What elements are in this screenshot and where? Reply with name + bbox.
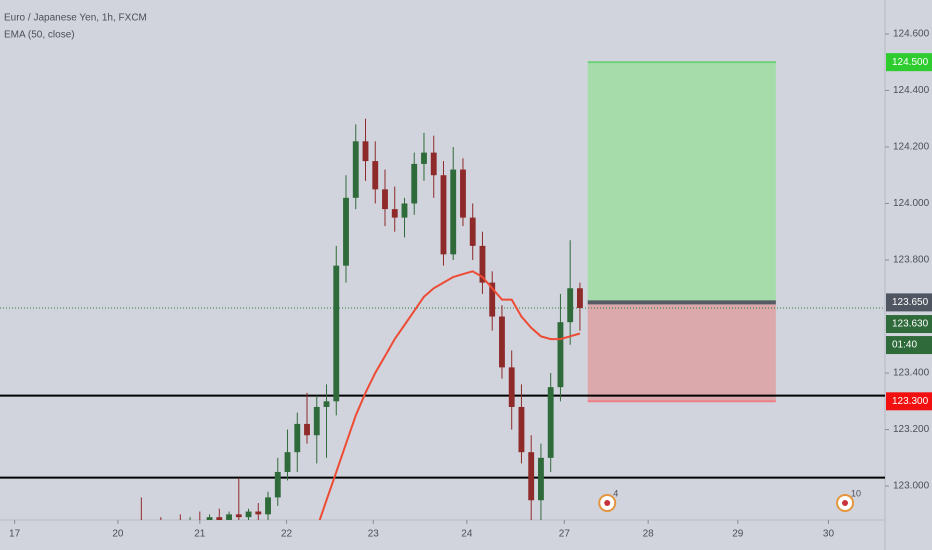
candle-body: [479, 245, 486, 283]
candle-body: [577, 288, 583, 309]
candle-body: [265, 497, 271, 515]
profit-zone: [587, 62, 776, 303]
countdown-label-box: [886, 336, 932, 355]
candle-body: [440, 175, 447, 255]
candle-body: [216, 517, 223, 520]
x-tick-label: 29: [732, 529, 744, 540]
x-tick-label: 22: [281, 529, 293, 540]
x-tick-label: 28: [643, 529, 655, 540]
candle-body: [382, 189, 388, 210]
x-tick-label: 21: [194, 529, 206, 540]
candle-body: [450, 169, 457, 255]
x-tick-label: 17: [9, 529, 21, 540]
candle-body: [499, 316, 505, 368]
event-count: 4: [613, 488, 618, 498]
stop-price-label-box: [886, 392, 932, 411]
candle-body: [206, 517, 213, 520]
chart-title: Euro / Japanese Yen, 1h, FXCM: [4, 13, 147, 24]
last-price-label-box: [886, 315, 932, 334]
candle-body: [518, 406, 525, 453]
candle-body: [489, 282, 496, 317]
candle-body: [508, 367, 515, 407]
candle-body: [284, 452, 291, 472]
candle-body: [411, 163, 418, 204]
entry-price-label: 123.650: [892, 297, 929, 308]
candle-body: [421, 152, 427, 164]
candle-body: [352, 141, 359, 198]
candle-body: [538, 457, 544, 501]
event-dot: [842, 500, 849, 506]
candle-body: [313, 406, 320, 436]
candle-body: [372, 161, 379, 190]
loss-zone: [587, 302, 776, 402]
indicator-label: EMA (50, close): [4, 30, 75, 41]
y-tick-label: 124.200: [893, 142, 930, 153]
candle-body: [274, 471, 281, 498]
y-tick-label: 123.800: [893, 255, 930, 266]
x-tick-label: 30: [823, 529, 835, 540]
y-tick-label: 123.400: [893, 368, 930, 379]
y-tick-label: 124.400: [893, 85, 930, 96]
y-tick-label: 124.600: [893, 29, 930, 40]
candle-body: [469, 217, 476, 246]
stop-price-label: 123.300: [892, 396, 929, 407]
x-tick-label: 24: [461, 529, 473, 540]
plot-area: [0, 61, 885, 520]
y-tick-label: 123.000: [893, 481, 930, 492]
target-price-label: 124.500: [892, 57, 929, 68]
last-price-label: 123.630: [892, 319, 929, 330]
x-tick-label: 23: [368, 529, 380, 540]
candle-body: [343, 197, 349, 266]
candle-body: [333, 265, 340, 402]
candle-body: [304, 423, 310, 436]
target-price-label-box: [886, 53, 932, 72]
x-tick-label: 27: [559, 529, 571, 540]
candle-body: [430, 152, 437, 176]
candle-body: [255, 511, 262, 515]
x-tick-label: 20: [112, 529, 124, 540]
event-dot: [604, 500, 611, 506]
candle-body: [294, 423, 301, 453]
entry-price-label-box: [886, 293, 932, 312]
candle-body: [391, 209, 398, 218]
candle-body: [460, 169, 466, 218]
y-tick-label: 124.000: [893, 198, 930, 209]
candle-body: [557, 322, 564, 388]
candle-body: [362, 141, 369, 162]
countdown-label: 01:40: [892, 340, 917, 351]
candle-body: [323, 401, 330, 407]
candle-body: [567, 288, 574, 323]
candle-body: [226, 514, 232, 520]
y-tick-label: 123.200: [893, 424, 930, 435]
ema-line: [318, 270, 581, 520]
candle-body: [235, 514, 242, 518]
candle-body: [547, 387, 554, 458]
candle-body: [245, 511, 252, 518]
candle-body: [401, 203, 408, 218]
event-count: 10: [851, 488, 861, 498]
candle-body: [528, 452, 535, 501]
